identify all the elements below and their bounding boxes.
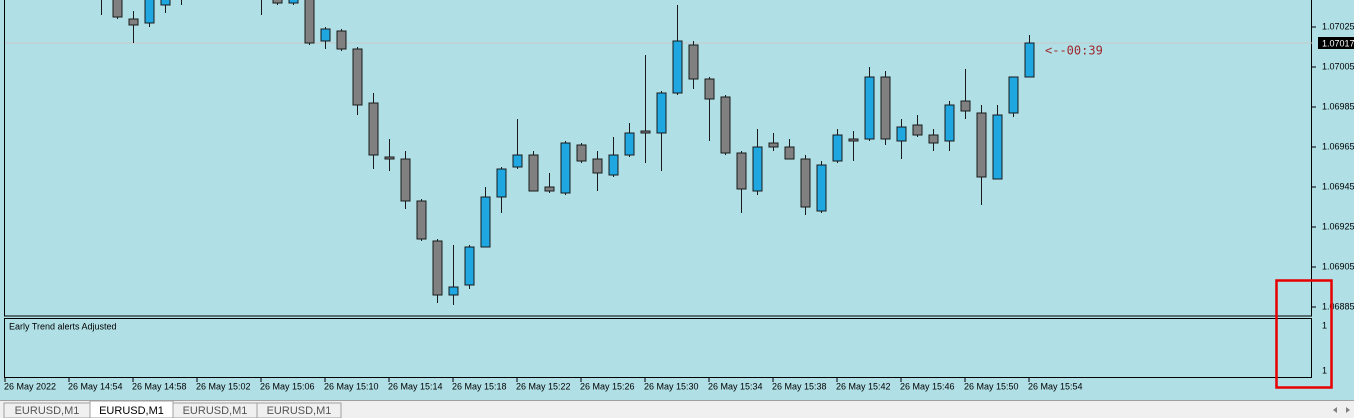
symbol-tab-label[interactable]: EURUSD,M1 — [267, 405, 332, 417]
candle-body — [336, 30, 347, 50]
candle-body — [400, 158, 411, 202]
candle-body — [1008, 76, 1019, 114]
x-tick-label: 26 May 15:30 — [644, 381, 699, 391]
x-tick-label: 26 May 15:50 — [964, 381, 1019, 391]
candle-body — [688, 44, 699, 80]
candle-body — [560, 142, 571, 194]
candle-body — [672, 40, 683, 94]
x-tick-label: 26 May 15:22 — [516, 381, 571, 391]
candle-body — [624, 132, 635, 156]
candle-body — [848, 138, 859, 142]
indicator-scale-label: 1 — [1322, 320, 1327, 330]
symbol-tab-label[interactable]: EURUSD,M1 — [15, 405, 80, 417]
main-chart-frame — [4, 0, 1312, 317]
candle-body — [784, 146, 795, 160]
candle-body — [112, 0, 123, 18]
candle-body — [800, 158, 811, 208]
y-tick-label: 1.06985 — [1322, 101, 1354, 111]
candle-body — [736, 152, 747, 190]
candle-body — [576, 144, 587, 162]
candle-body — [608, 154, 619, 176]
candle-body — [368, 102, 379, 156]
candle-body — [640, 130, 651, 134]
candle-body — [496, 168, 507, 198]
candle-body — [160, 0, 171, 6]
candle-body — [416, 200, 427, 240]
highlight-box — [1275, 279, 1333, 389]
indicator-frame — [4, 318, 1312, 378]
candle-body — [464, 246, 475, 286]
x-tick-label: 26 May 14:58 — [132, 381, 187, 391]
y-tick-label: 1.07025 — [1322, 21, 1354, 31]
countdown: <--00:39 — [1045, 44, 1103, 58]
tab-scroll-right[interactable] — [1346, 407, 1350, 413]
candles — [101, 0, 1035, 305]
candle-body — [752, 146, 763, 192]
candle-body — [816, 164, 827, 212]
y-tick-label: 1.07005 — [1322, 61, 1354, 71]
symbol-tab-label[interactable]: EURUSD,M1 — [99, 405, 164, 417]
candle-body — [896, 126, 907, 142]
indicator-title: Early Trend alerts Adjusted — [9, 321, 117, 331]
candle-body — [288, 0, 299, 4]
candle-body — [656, 92, 667, 134]
candle-body — [960, 100, 971, 112]
symbol-tab[interactable] — [256, 402, 342, 418]
x-tick-label: 26 May 15:54 — [1028, 381, 1083, 391]
indicator-scale-label: 1 — [1322, 365, 1327, 375]
candle-body — [928, 134, 939, 144]
candle-body — [512, 154, 523, 168]
y-tick-label: 1.06885 — [1322, 301, 1354, 311]
x-tick-label: 26 May 15:26 — [580, 381, 635, 391]
x-tick-label: 26 May 2022 — [4, 381, 56, 391]
x-tick-label: 26 May 15:34 — [708, 381, 763, 391]
candle-body — [352, 48, 363, 106]
candle-body — [976, 112, 987, 178]
x-tick-label: 26 May 15:06 — [260, 381, 315, 391]
candle-body — [320, 28, 331, 42]
candle-body — [448, 286, 459, 296]
x-tick-label: 26 May 15:46 — [900, 381, 955, 391]
bid-label: 1.07017 — [1322, 38, 1354, 48]
candle-body — [720, 96, 731, 154]
y-tick-label: 1.06925 — [1322, 221, 1354, 231]
tab-scroll-left[interactable] — [1333, 407, 1337, 413]
x-tick-label: 26 May 15:10 — [324, 381, 379, 391]
x-tick-label: 26 May 15:18 — [452, 381, 507, 391]
y-tick-label: 1.06965 — [1322, 141, 1354, 151]
candle-body — [944, 104, 955, 142]
candle-body — [880, 76, 891, 140]
candle-body — [544, 186, 555, 192]
y-tick-label: 1.06945 — [1322, 181, 1354, 191]
candle-body — [144, 0, 155, 24]
x-tick-label: 26 May 15:02 — [196, 381, 251, 391]
candle-body — [528, 154, 539, 192]
candle-body — [384, 156, 395, 160]
candle-body — [912, 124, 923, 136]
y-tick-label: 1.06905 — [1322, 261, 1354, 271]
candle-body — [480, 196, 491, 248]
candle-body — [832, 134, 843, 162]
bid-label-bg — [1318, 37, 1354, 49]
candle-body — [592, 158, 603, 174]
x-tick-label: 26 May 15:38 — [772, 381, 827, 391]
candle-body — [272, 0, 283, 4]
candle-body — [704, 78, 715, 100]
candle-body — [992, 114, 1003, 180]
candle-body — [304, 0, 315, 44]
symbol-tab-label[interactable]: EURUSD,M1 — [183, 405, 248, 417]
candle-body — [128, 18, 139, 26]
candle-body — [768, 142, 779, 148]
candle-body — [1024, 42, 1035, 78]
candle-body — [864, 76, 875, 140]
candle-body — [432, 240, 443, 296]
x-tick-label: 26 May 15:42 — [836, 381, 891, 391]
x-tick-label: 26 May 14:54 — [68, 381, 123, 391]
x-tick-label: 26 May 15:14 — [388, 381, 443, 391]
